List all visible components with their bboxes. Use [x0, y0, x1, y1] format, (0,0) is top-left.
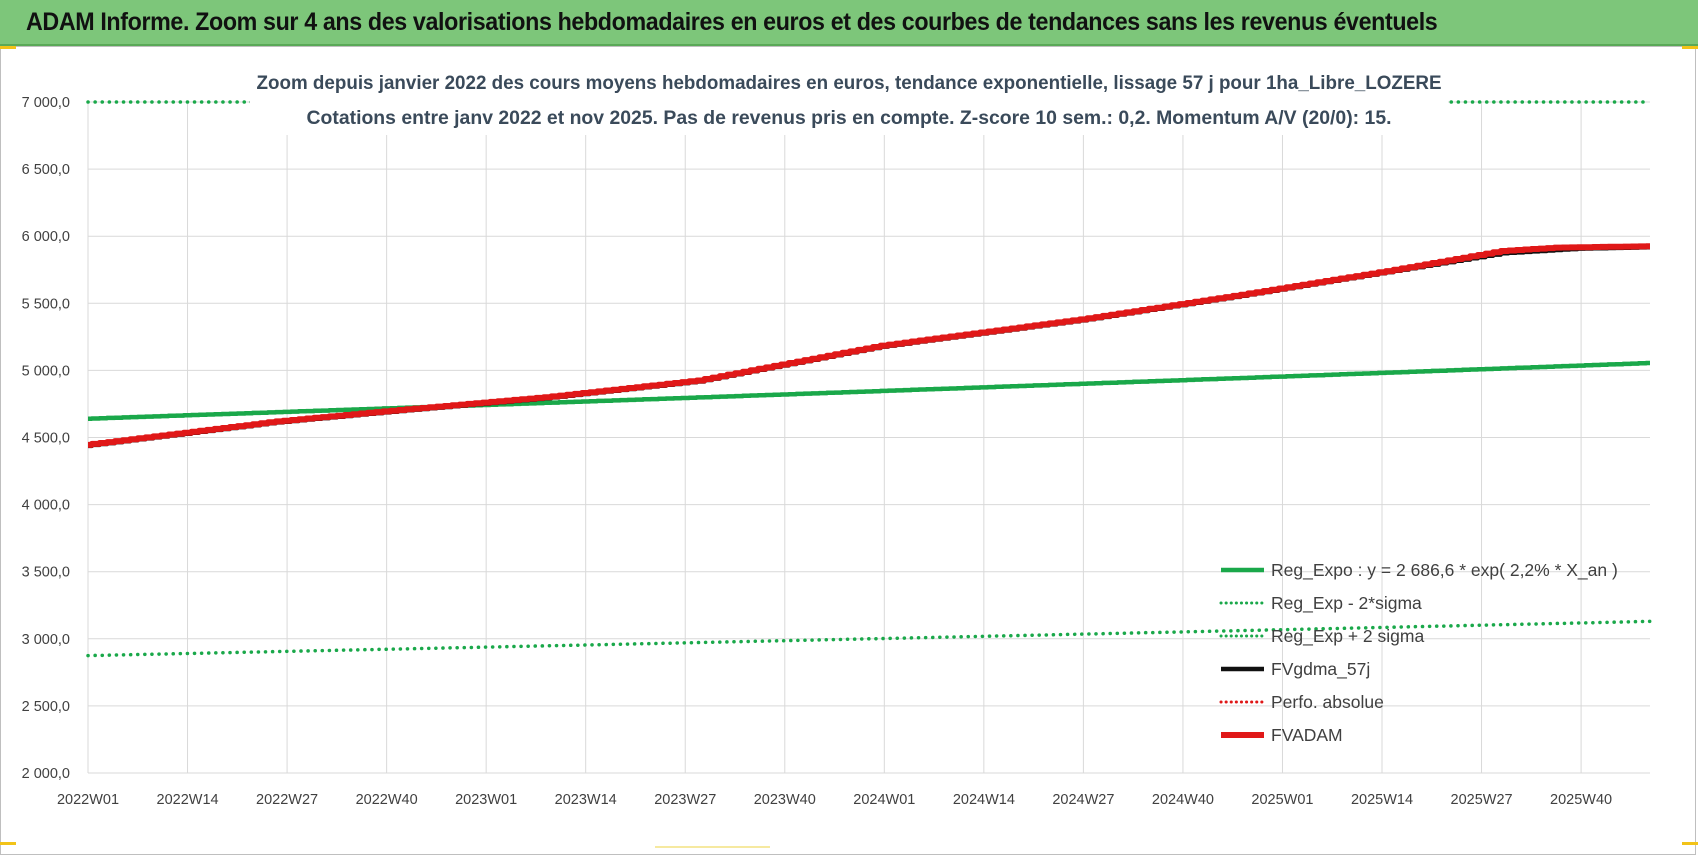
legend-label: Reg_Exp + 2 sigma	[1271, 626, 1424, 647]
chart-title-backdrop	[250, 65, 1448, 135]
x-tick-label: 2024W27	[1052, 792, 1114, 808]
y-tick-label: 7 000,0	[22, 95, 70, 111]
chart-subtitle: Cotations entre janv 2022 et nov 2025. P…	[307, 107, 1392, 129]
x-tick-label: 2024W40	[1152, 792, 1214, 808]
y-tick-label: 5 000,0	[22, 363, 70, 379]
x-tick-label: 2025W01	[1251, 792, 1313, 808]
legend-box	[1208, 553, 1668, 753]
series-line-reg-exp	[86, 619, 1652, 658]
y-tick-label: 4 500,0	[22, 431, 70, 447]
y-tick-label: 4 000,0	[22, 498, 70, 514]
y-tick-label: 5 500,0	[22, 296, 70, 312]
chart-title: Zoom depuis janvier 2022 des cours moyen…	[257, 72, 1442, 94]
x-tick-label: 2024W01	[853, 792, 915, 808]
report-banner: ADAM Informe. Zoom sur 4 ans des valoris…	[0, 0, 1698, 46]
legend-label: FVADAM	[1271, 725, 1343, 745]
series-line-fvadam	[88, 243, 1650, 448]
legend-label: FVgdma_57j	[1271, 659, 1370, 680]
axis-labels: 2 000,0 2 500,0 3 000,0 3 500,0 4 000,0 4 500…	[22, 95, 1613, 808]
x-tick-label: 2024W14	[953, 792, 1015, 808]
y-tick-label: 6 000,0	[22, 229, 70, 245]
x-tick-label: 2022W14	[157, 792, 219, 808]
x-tick-label: 2023W27	[654, 792, 716, 808]
frame-corner-mark	[1682, 842, 1698, 845]
x-tick-label: 2025W40	[1550, 792, 1612, 808]
report-title: ADAM Informe. Zoom sur 4 ans des valoris…	[26, 8, 1438, 36]
x-tick-label: 2023W14	[555, 792, 617, 808]
frame-corner-mark	[1682, 46, 1698, 49]
y-tick-label: 3 000,0	[22, 632, 70, 648]
x-tick-label: 2025W14	[1351, 792, 1413, 808]
x-tick-label: 2022W27	[256, 792, 318, 808]
legend-label: Reg_Expo : y = 2 686,6 * exp( 2,2% * X_a…	[1271, 560, 1618, 581]
x-tick-label: 2023W40	[754, 792, 816, 808]
frame-corner-mark	[0, 842, 16, 845]
legend-label: Perfo. absolue	[1271, 692, 1384, 712]
y-tick-label: 2 000,0	[22, 766, 70, 782]
series-line-reg-expo	[88, 360, 1650, 421]
grid-lines	[87, 101, 1650, 774]
y-tick-label: 6 500,0	[22, 162, 70, 178]
y-tick-label: 3 500,0	[22, 565, 70, 581]
x-tick-label: 2023W01	[455, 792, 517, 808]
y-tick-label: 2 500,0	[22, 699, 70, 715]
frame-edge-mark	[655, 846, 770, 848]
legend-label: Reg_Exp - 2*sigma	[1271, 593, 1422, 614]
chart-legend: Reg_Expo : y = 2 686,6 * exp( 2,2% * X_a…	[1208, 553, 1668, 753]
x-tick-label: 2022W40	[356, 792, 418, 808]
chart-frame	[0, 46, 1696, 855]
frame-corner-mark	[0, 46, 16, 49]
x-tick-label: 2025W27	[1451, 792, 1513, 808]
x-tick-label: 2022W01	[57, 792, 119, 808]
